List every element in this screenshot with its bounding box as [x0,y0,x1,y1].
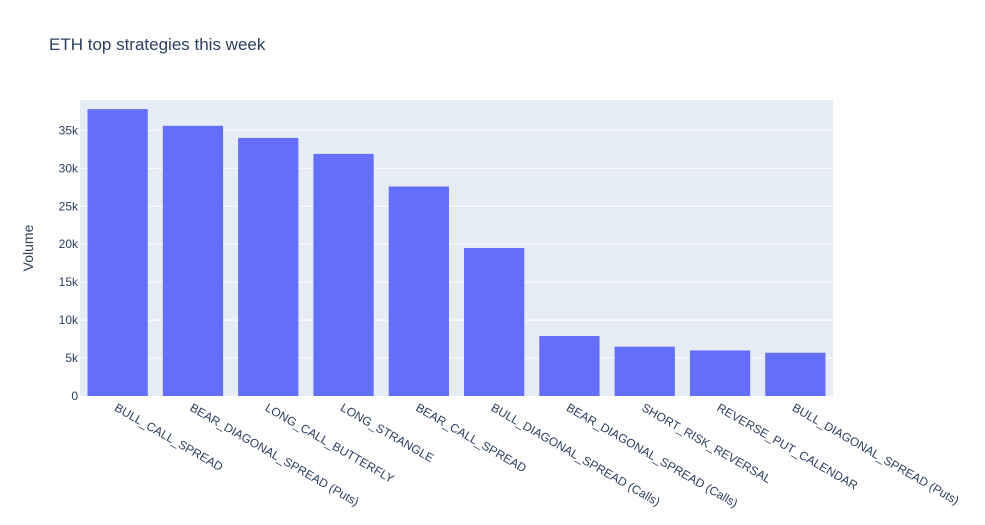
x-tick-label: SHORT_RISK_REVERSAL [639,400,774,486]
chart-title: ETH top strategies this week [49,35,266,54]
bar[interactable] [238,137,299,396]
x-tick-label: REVERSE_PUT_CALENDAR [715,400,861,492]
bar[interactable] [614,346,675,396]
bar[interactable] [765,352,826,396]
bar[interactable] [464,248,525,396]
y-tick-label: 35k [59,123,79,137]
y-tick-label: 25k [59,199,79,213]
y-tick-label: 5k [65,351,79,365]
bar[interactable] [313,153,374,396]
y-tick-label: 0 [71,389,78,403]
bar[interactable] [539,336,600,396]
bars [87,109,826,397]
bar[interactable] [388,186,449,396]
y-tick-label: 15k [59,275,79,289]
x-tick-label: LONG_CALL_BUTTERFLY [263,400,397,485]
y-tick-label: 10k [59,313,79,327]
y-axis-ticks: 0 5k 10k 15k 20k 25k 30k 35k [59,123,79,403]
y-tick-label: 20k [59,237,79,251]
bar[interactable] [162,125,224,397]
y-tick-label: 30k [59,161,79,175]
y-axis-title: Volume [20,224,36,271]
bar[interactable] [689,350,751,396]
bar[interactable] [87,109,148,396]
